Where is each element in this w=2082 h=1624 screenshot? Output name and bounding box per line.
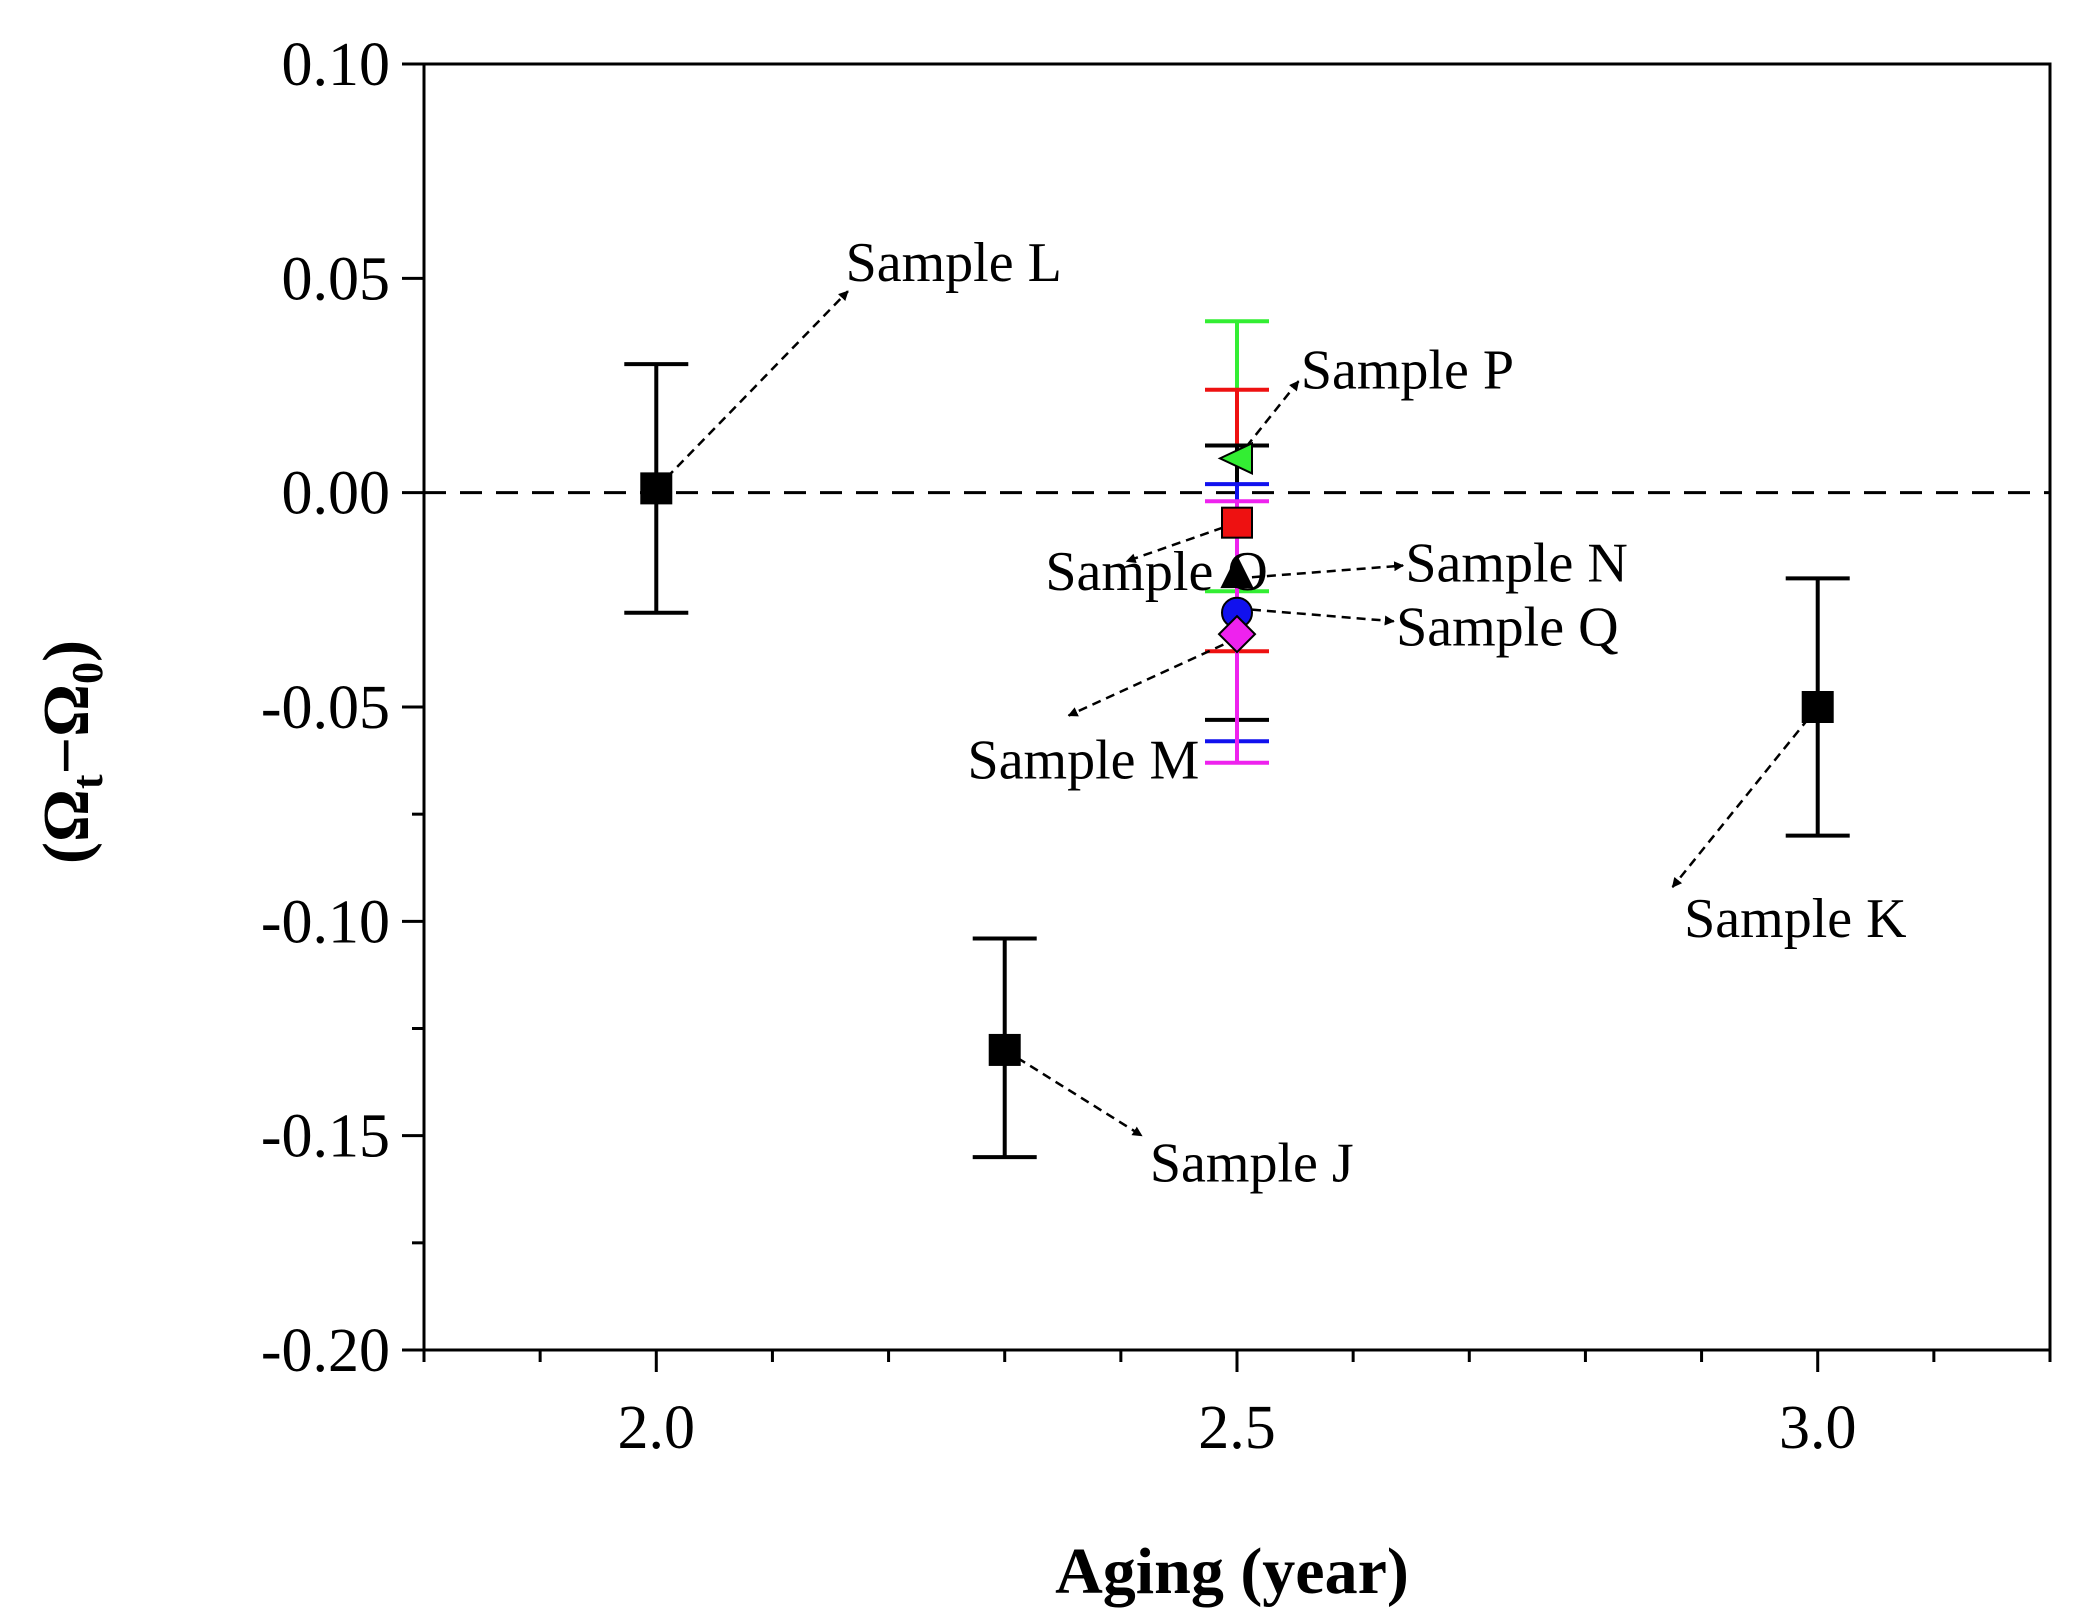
data-points bbox=[640, 441, 1834, 1066]
annotation-label-sample-k: Sample K bbox=[1684, 888, 1906, 950]
y-tick-label: -0.15 bbox=[261, 1103, 390, 1171]
annotation-arrows bbox=[655, 290, 1819, 1137]
y-tick-label: -0.20 bbox=[261, 1317, 390, 1385]
annotation-label-sample-j: Sample J bbox=[1150, 1132, 1354, 1194]
x-tick-label: 3.0 bbox=[1779, 1394, 1857, 1462]
annotation-arrow-6 bbox=[1671, 706, 1819, 888]
marker-sample-m bbox=[1217, 614, 1257, 654]
marker-sample-n bbox=[1220, 554, 1254, 589]
y-tick-label: 0.10 bbox=[282, 31, 391, 99]
x-axis-title: Aging (year) bbox=[1055, 1535, 1409, 1608]
y-tick-label: 0.05 bbox=[282, 245, 391, 313]
annotation-label-sample-m: Sample M bbox=[968, 729, 1200, 791]
y-axis-title-mid: −Ω bbox=[30, 684, 103, 774]
marker-sample-l bbox=[640, 472, 673, 505]
annotation-arrow-7 bbox=[1004, 1048, 1143, 1137]
error-bars bbox=[624, 319, 1850, 1160]
annotation-label-sample-q: Sample Q bbox=[1396, 597, 1618, 659]
marker-sample-p bbox=[1217, 441, 1253, 475]
ticks-layer: 0.10 0.05 0.00 -0.05 -0.10 -0.15 -0.20 2.0 2.5 3.… bbox=[261, 31, 2052, 1462]
y-axis-title-close: ) bbox=[30, 640, 103, 662]
y-tick-label: 0.00 bbox=[282, 460, 391, 528]
annotation-arrow-2 bbox=[1125, 521, 1238, 564]
y-axis-title-sub-t: t bbox=[63, 774, 112, 789]
annotation-arrow-5 bbox=[1067, 637, 1238, 717]
y-tick-label: -0.05 bbox=[261, 674, 390, 742]
x-tick-label: 2.5 bbox=[1198, 1394, 1276, 1462]
marker-sample-o bbox=[1221, 506, 1253, 539]
annotation-arrow-4 bbox=[1236, 607, 1395, 626]
svg-text:(Ωt−Ω0): (Ωt−Ω0) bbox=[30, 640, 112, 864]
marker-sample-j bbox=[988, 1033, 1021, 1066]
y-axis-title-sub-0: 0 bbox=[63, 662, 112, 684]
annotation-label-sample-n: Sample N bbox=[1405, 532, 1627, 594]
annotation-label-sample-l: Sample L bbox=[846, 232, 1062, 294]
y-tick-label: -0.10 bbox=[261, 888, 390, 956]
y-axis-title: (Ωt−Ω0) bbox=[30, 640, 112, 864]
annotation-arrow-3 bbox=[1236, 561, 1405, 580]
annotation-label-sample-o: Sample O bbox=[1045, 541, 1267, 603]
x-tick-label: 2.0 bbox=[618, 1394, 696, 1462]
marker-sample-k bbox=[1801, 691, 1834, 723]
y-axis-title-open: (Ω bbox=[30, 789, 103, 864]
annotation-arrow-0 bbox=[655, 290, 849, 490]
annotation-label-sample-p: Sample P bbox=[1301, 339, 1514, 401]
